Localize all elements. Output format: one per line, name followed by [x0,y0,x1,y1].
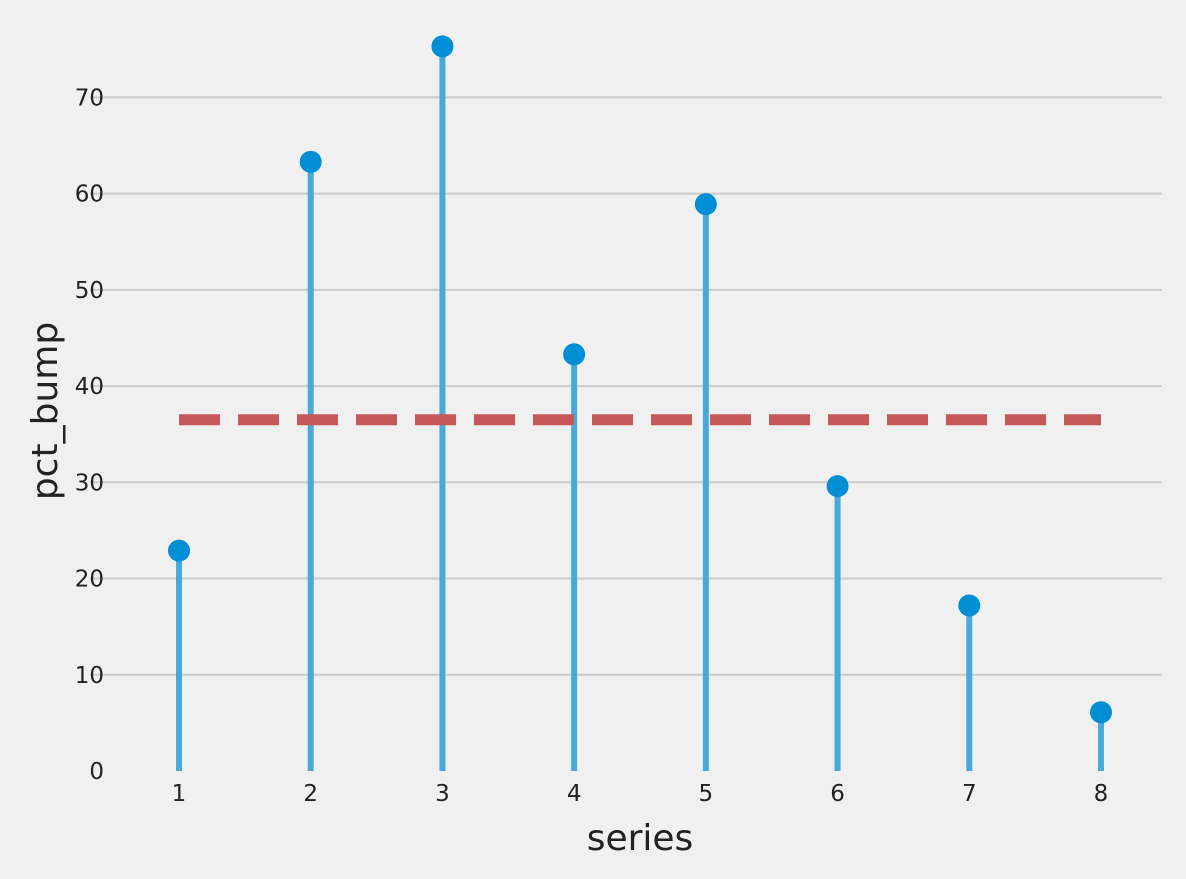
x-tick-label: 3 [435,781,450,807]
stem-marker [563,343,586,366]
stem-marker [826,475,849,498]
y-tick-label: 30 [75,470,104,496]
y-axis-label: pct_bump [25,322,66,500]
stem-marker [431,35,454,58]
stem-marker [299,150,322,173]
x-axis-ticks: 1 2 3 4 5 6 7 8 [172,781,1109,807]
stem-marker [694,193,717,216]
x-axis-label: series [587,818,694,859]
y-tick-label: 40 [75,374,104,400]
x-tick-label: 7 [962,781,977,807]
x-tick-label: 2 [303,781,318,807]
x-tick-label: 6 [830,781,845,807]
stems [176,46,1104,771]
y-tick-label: 50 [75,278,104,304]
stem-marker [1090,701,1112,724]
y-tick-label: 0 [89,759,104,785]
x-tick-label: 8 [1094,781,1109,807]
stem-marker [958,594,981,617]
grid-lines [90,96,1162,676]
y-axis-ticks: 0 10 20 30 40 50 60 70 [75,85,104,785]
markers [168,35,1112,724]
stem-marker [168,539,190,562]
x-tick-label: 4 [567,781,582,807]
x-tick-label: 5 [699,781,714,807]
y-tick-label: 20 [75,567,104,593]
y-tick-label: 10 [75,663,104,689]
y-tick-label: 70 [75,85,104,111]
y-tick-label: 60 [75,182,104,208]
x-tick-label: 1 [172,781,187,807]
